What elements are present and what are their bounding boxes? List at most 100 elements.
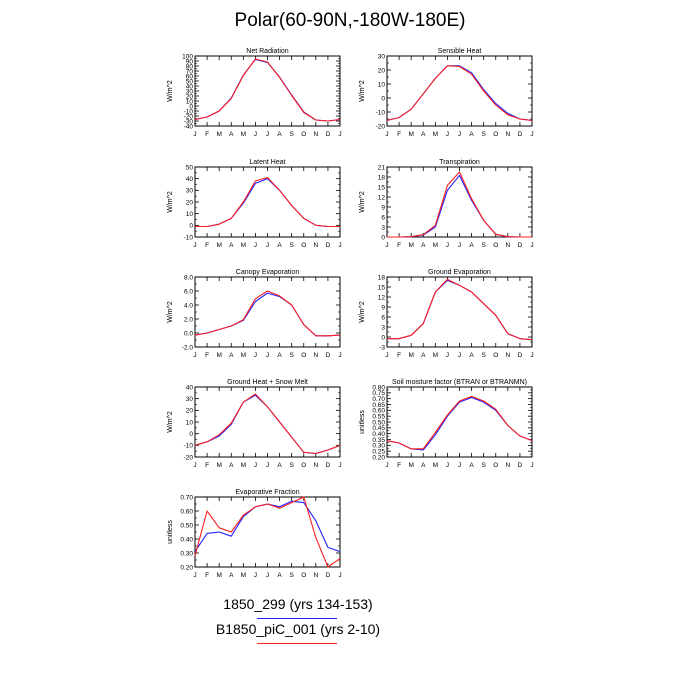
ground-evaporation-ytick-label: 15 xyxy=(378,284,386,291)
soil-moisture-factor-btran-or-btranmn-series-2-line xyxy=(386,395,533,450)
net-radiation-xtick-label: M xyxy=(216,131,221,138)
transpiration-xtick-label: A xyxy=(469,242,474,249)
canopy-evaporation-xtick-label: J xyxy=(338,352,341,359)
legend-label-2: B1850_piC_001 (yrs 2-10) xyxy=(215,621,381,637)
soil-moisture-factor-btran-or-btranmn-ytick-label: 0.25 xyxy=(372,449,385,456)
canopy-evaporation-ytick-label: 0.0 xyxy=(184,330,193,337)
sensible-heat-xtick-label: J xyxy=(446,131,449,138)
soil-moisture-factor-btran-or-btranmn-xtick-label: S xyxy=(481,462,486,469)
net-radiation-xtick-label: J xyxy=(254,131,257,138)
ground-evaporation-xtick-label: O xyxy=(493,352,498,359)
ground-evaporation-ylabel: W/m^2 xyxy=(359,301,366,323)
soil-moisture-factor-btran-or-btranmn-ytick-label: 0.20 xyxy=(372,454,385,461)
latent-heat-ylabel: W/m^2 xyxy=(167,191,174,213)
sensible-heat-ytick-label: -20 xyxy=(376,123,386,130)
evaporative-fraction-ytick-label: 0.40 xyxy=(180,536,193,543)
ground-evaporation-title: Ground Evaporation xyxy=(428,269,491,276)
sensible-heat-xtick-label: D xyxy=(518,131,523,138)
net-radiation-ytick-label: -10 xyxy=(184,108,194,115)
sensible-heat-ytick-label: 0 xyxy=(381,95,385,102)
latent-heat-ytick-label: 40 xyxy=(186,176,194,183)
sensible-heat-xtick-label: J xyxy=(530,131,533,138)
net-radiation-ylabel: W/m^2 xyxy=(167,80,174,102)
ground-evaporation-ytick-label: 9 xyxy=(381,304,385,311)
soil-moisture-factor-btran-or-btranmn-ytick-label: 0.35 xyxy=(372,437,385,444)
page-title: Polar(60-90N,-180W-180E) xyxy=(234,10,466,31)
ground-evaporation-xtick-label: M xyxy=(433,352,438,359)
latent-heat-ytick-label: 10 xyxy=(186,211,194,218)
canopy-evaporation-xtick-label: M xyxy=(241,352,246,359)
transpiration-xtick-label: J xyxy=(458,242,461,249)
canopy-evaporation-xtick-label: A xyxy=(229,352,234,359)
ground-heat-snow-melt-xtick-label: A xyxy=(277,462,282,469)
latent-heat-series-2-line xyxy=(195,176,340,228)
transpiration-ytick-label: 6 xyxy=(381,214,385,221)
latent-heat-xtick-label: J xyxy=(193,242,196,249)
net-radiation-series-2-line xyxy=(194,58,341,122)
soil-moisture-factor-btran-or-btranmn-ytick-label: 0.80 xyxy=(372,384,385,391)
evaporative-fraction-series-2-line xyxy=(194,496,341,568)
sensible-heat-xtick-label: J xyxy=(458,131,461,138)
latent-heat-xtick-label: S xyxy=(289,242,294,249)
latent-heat-xtick-label: D xyxy=(326,242,331,249)
canopy-evaporation-frame xyxy=(194,276,341,348)
net-radiation-ytick-label: 70 xyxy=(186,68,194,75)
transpiration-xtick-label: A xyxy=(421,242,426,249)
transpiration-xtick-label: M xyxy=(408,242,413,249)
ground-heat-snow-melt-ytick-label: 10 xyxy=(186,419,194,426)
soil-moisture-factor-btran-or-btranmn-xtick-label: M xyxy=(408,462,413,469)
evaporative-fraction-xtick-label: M xyxy=(241,572,246,579)
transpiration-xtick-label: J xyxy=(446,242,449,249)
latent-heat-xtick-label: A xyxy=(229,242,234,249)
sensible-heat-series-1-line xyxy=(386,65,533,121)
transpiration-series-1-line xyxy=(387,174,532,238)
soil-moisture-factor-btran-or-btranmn-ytick-label: 0.65 xyxy=(372,402,385,409)
canopy-evaporation-xtick-label: A xyxy=(277,352,282,359)
transpiration-title: Transpiration xyxy=(439,159,480,166)
net-radiation-xtick-label: O xyxy=(301,131,306,138)
chart-net-radiation: Net Radiation W/m^2 -40-30-20-100102030405… xyxy=(167,48,342,138)
soil-moisture-factor-btran-or-btranmn-xtick-label: M xyxy=(433,462,438,469)
legend-swatch-1 xyxy=(257,618,337,619)
net-radiation-xtick-label: S xyxy=(289,131,294,138)
ground-evaporation-ytick-label: 3 xyxy=(381,324,385,331)
soil-moisture-factor-btran-or-btranmn-title: Soil moisture factor (BTRAN or BTRANMN) xyxy=(392,379,527,386)
canopy-evaporation-xtick-label: J xyxy=(193,352,196,359)
sensible-heat-ytick-label: 10 xyxy=(378,81,386,88)
latent-heat-xtick-label: J xyxy=(338,242,341,249)
ground-heat-snow-melt-xtick-label: M xyxy=(241,462,246,469)
sensible-heat-ytick-label: -10 xyxy=(376,109,386,116)
net-radiation-ytick-label: -20 xyxy=(184,113,194,120)
soil-moisture-factor-btran-or-btranmn-xtick-label: A xyxy=(469,462,474,469)
latent-heat-ytick-label: -10 xyxy=(184,234,194,241)
soil-moisture-factor-btran-or-btranmn-xtick-label: D xyxy=(518,462,523,469)
net-radiation-xtick-label: N xyxy=(313,131,318,138)
transpiration-ytick-label: 18 xyxy=(378,174,386,181)
net-radiation-ytick-label: -30 xyxy=(184,118,194,125)
latent-heat-xtick-label: J xyxy=(254,242,257,249)
latent-heat-series-1-line xyxy=(195,178,340,228)
evaporative-fraction-ytick-label: 0.30 xyxy=(180,550,193,557)
ground-heat-snow-melt-ytick-label: -20 xyxy=(184,454,194,461)
canopy-evaporation-xtick-label: J xyxy=(266,352,269,359)
canopy-evaporation-xtick-label: J xyxy=(254,352,257,359)
sensible-heat-xtick-label: O xyxy=(493,131,498,138)
transpiration-xtick-label: D xyxy=(518,242,523,249)
sensible-heat-xtick-label: F xyxy=(397,131,401,138)
legend-label-1: 1850_299 (yrs 134-153) xyxy=(223,596,373,612)
transpiration-xtick-label: O xyxy=(493,242,498,249)
canopy-evaporation-xtick-label: O xyxy=(301,352,306,359)
ground-heat-snow-melt-xtick-label: J xyxy=(338,462,341,469)
chart-evaporative-fraction: Evaporative Fraction unitless 0.20 0.30 0.40… xyxy=(167,489,342,579)
soil-moisture-factor-btran-or-btranmn-ytick-label: 0.70 xyxy=(372,396,385,403)
ground-heat-snow-melt-xtick-label: O xyxy=(301,462,306,469)
evaporative-fraction-xtick-label: A xyxy=(277,572,282,579)
soil-moisture-factor-btran-or-btranmn-ytick-label: 0.55 xyxy=(372,414,385,421)
evaporative-fraction-xtick-label: S xyxy=(289,572,294,579)
ground-evaporation-xtick-label: J xyxy=(458,352,461,359)
transpiration-ytick-label: 12 xyxy=(378,194,386,201)
evaporative-fraction-ytick-label: 0.20 xyxy=(180,564,193,571)
transpiration-ytick-label: 9 xyxy=(381,204,385,211)
